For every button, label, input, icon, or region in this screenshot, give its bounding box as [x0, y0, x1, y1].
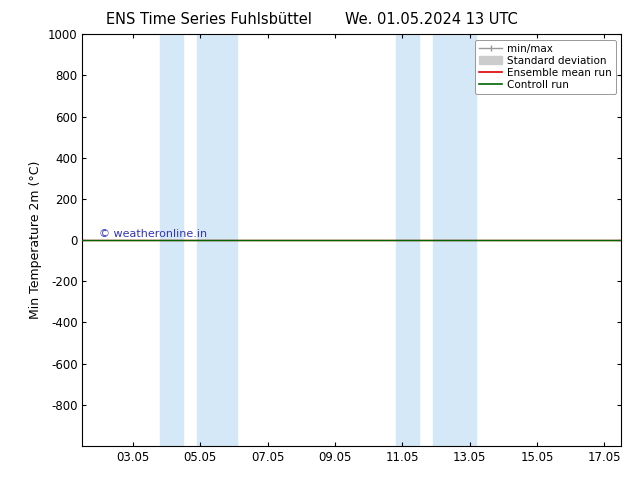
Bar	[160, 34, 183, 446]
Y-axis label: Min Temperature 2m (°C): Min Temperature 2m (°C)	[29, 161, 42, 319]
Bar	[197, 34, 237, 446]
Legend: min/max, Standard deviation, Ensemble mean run, Controll run: min/max, Standard deviation, Ensemble me…	[475, 40, 616, 94]
Text: We. 01.05.2024 13 UTC: We. 01.05.2024 13 UTC	[345, 12, 517, 27]
Text: © weatheronline.in: © weatheronline.in	[100, 229, 207, 239]
Bar	[396, 34, 419, 446]
Text: ENS Time Series Fuhlsbüttel: ENS Time Series Fuhlsbüttel	[107, 12, 312, 27]
Bar	[432, 34, 477, 446]
